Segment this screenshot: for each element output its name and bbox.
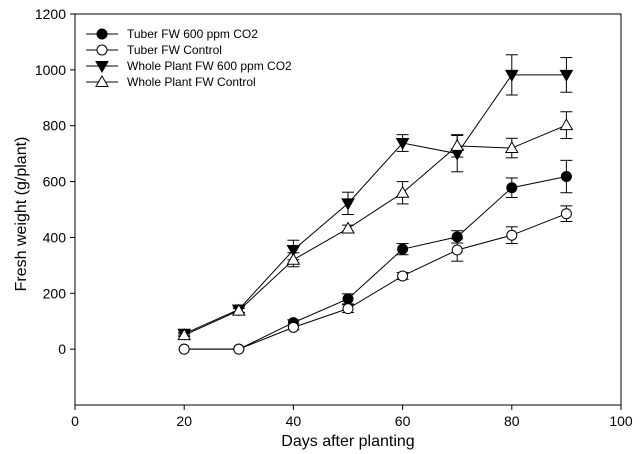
legend-label: Tuber FW Control bbox=[127, 43, 222, 57]
x-tick-label: 20 bbox=[176, 413, 192, 429]
x-tick-label: 60 bbox=[395, 413, 411, 429]
series-line bbox=[183, 124, 567, 336]
x-tick-label: 0 bbox=[71, 413, 79, 429]
y-tick-label: 1000 bbox=[35, 62, 66, 78]
data-point bbox=[395, 138, 410, 151]
data-point bbox=[559, 69, 574, 82]
data-point bbox=[450, 138, 465, 151]
series-4 bbox=[177, 111, 574, 341]
y-tick-label: 400 bbox=[43, 229, 67, 245]
x-tick-label: 100 bbox=[609, 413, 633, 429]
legend: Tuber FW 600 ppm CO2 Tuber FW Control Whol… bbox=[86, 27, 292, 89]
legend-label: Tuber FW 600 ppm CO2 bbox=[127, 27, 258, 41]
data-point bbox=[395, 185, 410, 198]
series-line bbox=[183, 74, 567, 335]
x-axis-title: Days after planting bbox=[281, 433, 414, 450]
data-point bbox=[559, 118, 574, 131]
legend-item: Whole Plant FW Control bbox=[86, 74, 256, 89]
x-tick-label: 80 bbox=[504, 413, 520, 429]
data-point bbox=[231, 303, 246, 316]
data-point bbox=[342, 303, 354, 315]
series-3 bbox=[177, 54, 574, 341]
legend-marker bbox=[96, 44, 108, 56]
data-point bbox=[287, 321, 299, 333]
data-point bbox=[286, 244, 301, 258]
data-point bbox=[177, 328, 192, 341]
data-point bbox=[342, 293, 354, 305]
data-point bbox=[286, 252, 301, 265]
x-axis: 0 20 40 60 80 100 bbox=[71, 405, 633, 429]
x-tick-label: 40 bbox=[286, 413, 302, 429]
legend-label: Whole Plant FW 600 ppm CO2 bbox=[127, 59, 292, 73]
legend-marker bbox=[95, 74, 109, 87]
series-2 bbox=[178, 205, 573, 355]
legend-item: Tuber FW 600 ppm CO2 bbox=[86, 27, 258, 41]
series-1 bbox=[178, 159, 573, 355]
y-tick-label: 800 bbox=[43, 118, 67, 134]
data-point bbox=[560, 208, 572, 220]
y-axis: 0 200 400 600 800 1000 1200 bbox=[35, 6, 75, 357]
data-point bbox=[504, 141, 519, 154]
data-point bbox=[397, 243, 409, 255]
series-line bbox=[184, 213, 567, 350]
y-tick-label: 1200 bbox=[35, 6, 66, 22]
legend-item: Whole Plant FW 600 ppm CO2 bbox=[86, 59, 292, 74]
legend-marker bbox=[95, 61, 109, 74]
y-tick-label: 600 bbox=[43, 174, 67, 190]
data-point bbox=[504, 69, 519, 82]
series-layer bbox=[177, 54, 574, 355]
legend-marker bbox=[96, 28, 108, 40]
y-tick-label: 200 bbox=[43, 285, 67, 301]
data-point bbox=[341, 198, 355, 211]
y-axis-title: Fresh weight (g/plant) bbox=[13, 137, 30, 292]
data-point bbox=[397, 270, 409, 282]
data-point bbox=[451, 244, 463, 256]
data-point bbox=[178, 343, 190, 355]
data-point bbox=[506, 229, 518, 241]
y-tick-label: 0 bbox=[58, 341, 66, 357]
series-line bbox=[184, 176, 567, 350]
data-point bbox=[560, 171, 572, 183]
plot-frame bbox=[74, 13, 622, 406]
legend-label: Whole Plant FW Control bbox=[127, 75, 256, 89]
legend-item: Tuber FW Control bbox=[86, 43, 222, 57]
plot-border bbox=[74, 13, 622, 406]
data-point bbox=[341, 221, 355, 234]
data-point bbox=[233, 343, 245, 355]
data-point bbox=[506, 182, 518, 194]
